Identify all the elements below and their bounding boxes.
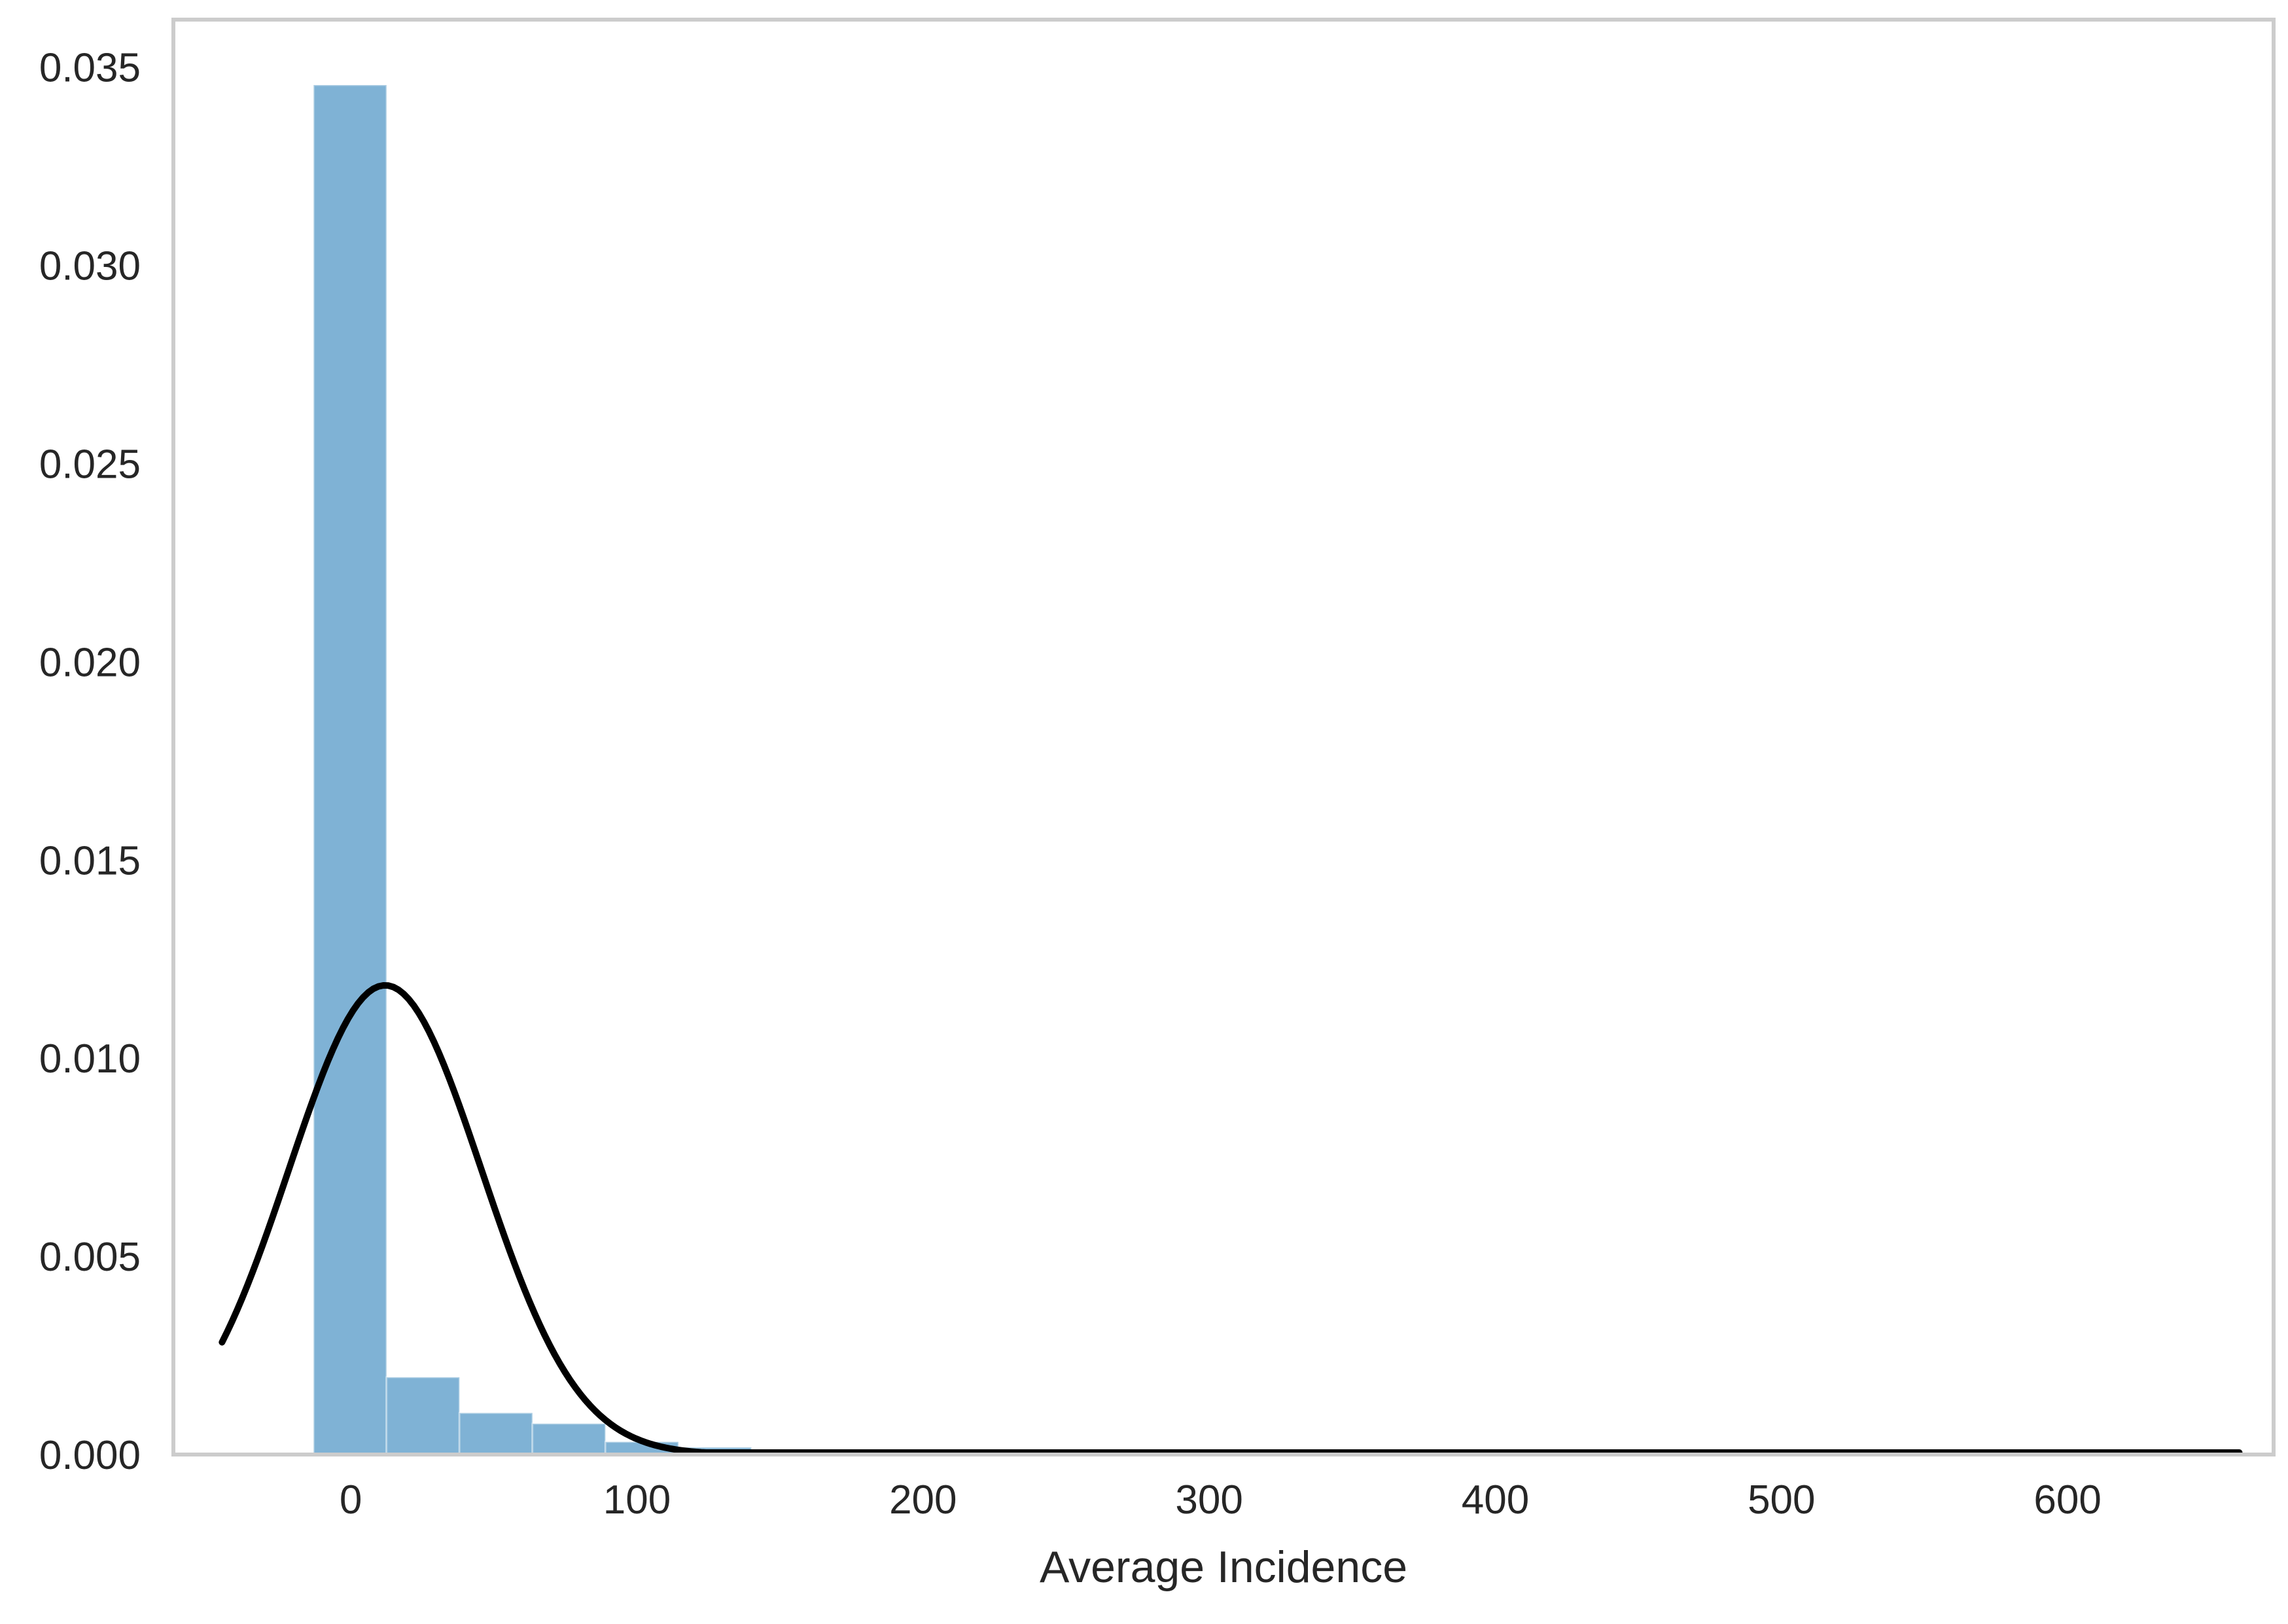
histogram-bar bbox=[385, 1376, 461, 1456]
x-tick-label: 100 bbox=[603, 1477, 671, 1523]
plot-frame bbox=[171, 18, 2276, 1456]
x-tick-label: 400 bbox=[1462, 1477, 1529, 1523]
y-tick-label: 0.015 bbox=[39, 838, 141, 883]
x-axis-title: Average Incidence bbox=[1040, 1542, 1407, 1592]
y-tick-label: 0.025 bbox=[39, 442, 141, 487]
y-tick-label: 0.005 bbox=[39, 1235, 141, 1280]
histogram-bar bbox=[531, 1422, 607, 1456]
y-tick-label: 0.020 bbox=[39, 640, 141, 685]
x-tick-label: 600 bbox=[2033, 1477, 2101, 1523]
y-tick-label: 0.000 bbox=[39, 1433, 141, 1478]
y-tick-label: 0.010 bbox=[39, 1036, 141, 1082]
histogram-bar bbox=[312, 84, 388, 1456]
x-tick-label: 500 bbox=[1748, 1477, 1815, 1523]
x-tick-label: 300 bbox=[1175, 1477, 1242, 1523]
y-tick-label: 0.035 bbox=[39, 46, 141, 91]
x-tick-label: 200 bbox=[889, 1477, 957, 1523]
x-axis-ticks: 0 100 200 300 400 500 600 bbox=[340, 1477, 2102, 1523]
histogram-bar bbox=[458, 1411, 534, 1456]
y-tick-label: 0.030 bbox=[39, 244, 141, 289]
y-axis-ticks: 0.000 0.005 0.010 0.015 0.020 0.025 0.030 0.035 bbox=[39, 46, 141, 1478]
x-tick-label: 0 bbox=[340, 1477, 362, 1523]
